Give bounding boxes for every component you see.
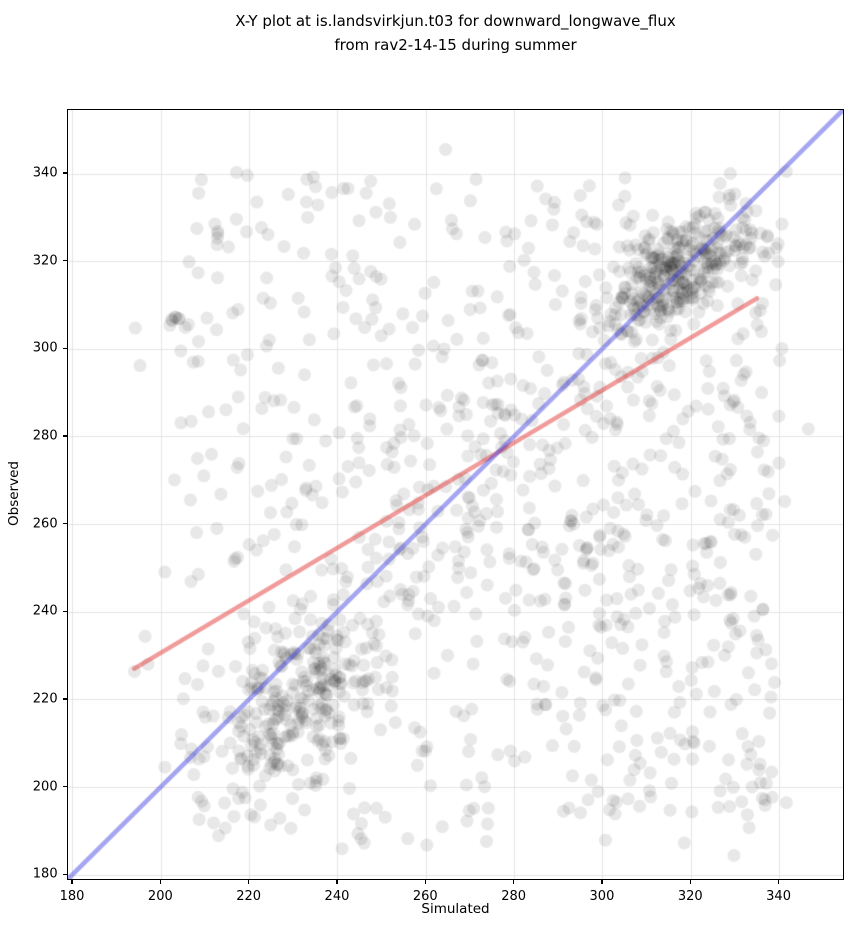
scatter-canvas: [67, 109, 843, 879]
x-tick-label: 220: [236, 888, 262, 904]
x-tick-mark: [689, 879, 691, 884]
x-tick-mark: [71, 879, 73, 884]
y-tick-mark: [62, 435, 67, 437]
y-tick-label: 320: [32, 253, 58, 269]
x-tick-label: 240: [324, 888, 350, 904]
y-tick-label: 260: [32, 516, 58, 532]
y-tick-mark: [62, 522, 67, 525]
y-tick-label: 280: [32, 428, 58, 444]
y-tick-mark: [62, 785, 67, 788]
x-tick-label: 260: [412, 888, 438, 904]
x-axis-label: Simulated: [421, 901, 490, 917]
x-tick-label: 300: [589, 888, 615, 904]
y-tick-mark: [62, 698, 67, 700]
x-tick-mark: [601, 879, 603, 884]
y-tick-mark: [62, 260, 67, 262]
plot-area: 180 200 220 240 260 280 300 320 340 180 200 220 240 2…: [33, 108, 844, 904]
x-tick-mark: [512, 879, 515, 884]
x-tick-label: 180: [59, 888, 85, 904]
x-tick-mark: [336, 879, 338, 884]
y-axis-label: Observed: [6, 461, 22, 526]
x-tick-mark: [159, 879, 162, 884]
x-tick-mark: [424, 879, 426, 884]
y-tick-mark: [62, 873, 67, 875]
y-tick-mark: [62, 172, 67, 174]
y-tick-label: 240: [32, 603, 58, 619]
x-tick-mark: [777, 879, 780, 884]
chart-title: X-Y plot at is.landsvirkjun.t03 for down…: [68, 9, 843, 57]
chart-title-line2: from rav2-14-15 during summer: [334, 36, 577, 54]
y-tick-label: 180: [32, 866, 58, 882]
chart-title-line1: X-Y plot at is.landsvirkjun.t03 for down…: [235, 12, 676, 30]
x-tick-label: 200: [147, 888, 173, 904]
y-tick-mark: [62, 347, 67, 350]
x-tick-label: 320: [677, 888, 703, 904]
y-tick-mark: [62, 610, 67, 612]
y-tick-label: 300: [32, 340, 58, 356]
x-tick-label: 340: [766, 888, 791, 904]
y-tick-label: 200: [32, 779, 58, 795]
x-tick-mark: [247, 879, 250, 884]
x-tick-label: 280: [501, 888, 527, 904]
y-tick-label: 220: [32, 691, 58, 707]
y-tick-label: 340: [32, 165, 58, 181]
